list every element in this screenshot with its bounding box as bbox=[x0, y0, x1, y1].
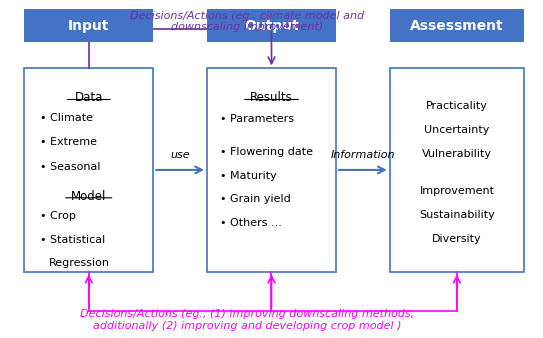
Text: Vulnerability: Vulnerability bbox=[422, 149, 492, 159]
Text: use: use bbox=[171, 150, 190, 160]
Text: Input: Input bbox=[68, 19, 110, 33]
Text: Improvement: Improvement bbox=[419, 186, 495, 196]
Text: Output: Output bbox=[244, 19, 299, 33]
Text: Information: Information bbox=[331, 150, 395, 160]
Text: Sustainability: Sustainability bbox=[419, 210, 495, 220]
Text: • Climate: • Climate bbox=[40, 113, 93, 123]
Text: Diversity: Diversity bbox=[432, 234, 482, 244]
Text: • Flowering date: • Flowering date bbox=[220, 147, 313, 157]
FancyBboxPatch shape bbox=[24, 9, 153, 42]
Text: • Extreme: • Extreme bbox=[40, 137, 97, 147]
Text: Practicality: Practicality bbox=[426, 101, 488, 111]
FancyBboxPatch shape bbox=[207, 9, 336, 42]
Text: Decisions/Actions (eg., climate model and
downscaling improvement): Decisions/Actions (eg., climate model an… bbox=[130, 11, 364, 32]
Text: • Maturity: • Maturity bbox=[220, 171, 277, 180]
Text: • Statistical: • Statistical bbox=[40, 236, 106, 245]
Text: Regression: Regression bbox=[48, 258, 110, 268]
Text: Uncertainty: Uncertainty bbox=[424, 125, 490, 135]
FancyBboxPatch shape bbox=[390, 68, 524, 271]
Text: Decisions/Actions (eg., (1) improving downscaling methods,
additionally (2) impr: Decisions/Actions (eg., (1) improving do… bbox=[80, 309, 414, 331]
Text: • Grain yield: • Grain yield bbox=[220, 194, 291, 204]
Text: Model: Model bbox=[71, 190, 106, 202]
Text: • Parameters: • Parameters bbox=[220, 114, 294, 124]
Text: Results: Results bbox=[250, 91, 293, 104]
Text: Assessment: Assessment bbox=[410, 19, 504, 33]
FancyBboxPatch shape bbox=[24, 68, 153, 271]
Text: • Seasonal: • Seasonal bbox=[40, 162, 101, 172]
Text: • Crop: • Crop bbox=[40, 211, 76, 221]
FancyBboxPatch shape bbox=[207, 68, 336, 271]
FancyBboxPatch shape bbox=[390, 9, 524, 42]
Text: Data: Data bbox=[74, 91, 103, 104]
Text: • Others ...: • Others ... bbox=[220, 218, 282, 228]
